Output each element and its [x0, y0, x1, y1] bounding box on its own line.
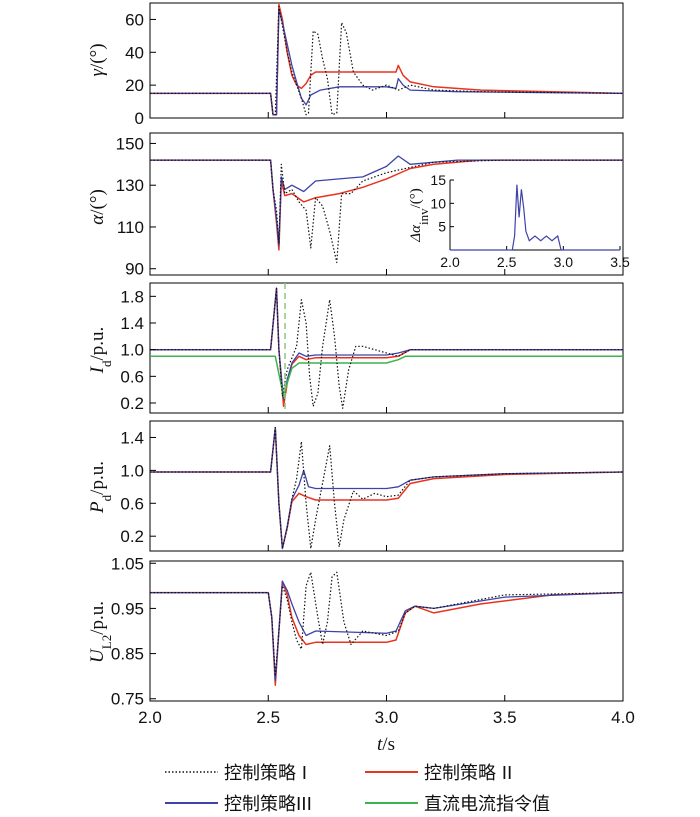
gamma-ytick-label: 40	[125, 43, 144, 62]
alpha-inset: 5 10 15 2.0 2.5 3.0 3.5 Δαinv/(°)	[408, 170, 630, 270]
pd-ytick-label: 1.4	[120, 428, 144, 447]
legend-s3-label: 控制策略III	[224, 794, 312, 815]
pd-series-s3	[150, 426, 623, 550]
id-series-s3	[150, 287, 623, 401]
ul2-ylabel: UL2/p.u.	[87, 601, 114, 663]
id-ytick-label: 0.2	[120, 394, 144, 413]
ul2-series-s3	[150, 580, 623, 682]
alpha-series-s1	[150, 159, 623, 264]
alpha-ytick-label: 130	[116, 176, 144, 195]
id-ytick-label: 1.8	[120, 287, 144, 306]
inset-xtick-label: 3.0	[554, 254, 574, 270]
inset-xtick-label: 2.5	[497, 254, 517, 270]
pd-ytick-label: 0.2	[120, 527, 144, 546]
inset-ytick-label: 10	[430, 195, 446, 211]
panel-ul2: 0.75 0.85 0.95 1.05 2.0 2.5 3.0 3.5 4.0 UL2/p.u…	[87, 554, 635, 727]
panel-alpha: 90 110 130 150 α/(°) 5 10 15 2.0 2.5 3.0 3.5 Δαin…	[87, 132, 630, 279]
gamma-ylabel: γ/(°)	[87, 43, 108, 76]
alpha-ytick-label: 90	[125, 260, 144, 279]
panel-id-frame	[149, 282, 624, 414]
alpha-series-s3	[150, 155, 623, 247]
x-tick-label: 4.0	[611, 708, 635, 727]
pd-ytick-label: 0.6	[120, 494, 144, 513]
panel-gamma: 0 20 40 60 γ/(°)	[87, 2, 624, 128]
x-axis-label: t/s	[377, 734, 395, 755]
alpha-ytick-label: 110	[117, 218, 144, 237]
panel-gamma-frame	[149, 2, 624, 119]
alpha-ylabel: α/(°)	[87, 189, 108, 225]
inset-xtick-label: 2.0	[440, 254, 460, 270]
id-series-s2	[150, 287, 623, 408]
alpha-ytick-label: 150	[116, 134, 144, 153]
ul2-series-s1	[150, 571, 623, 677]
inset-ytick-label: 15	[430, 172, 446, 188]
gamma-series-s3	[150, 8, 623, 116]
gamma-ytick-label: 60	[125, 10, 144, 29]
ul2-ytick-label: 0.95	[111, 599, 144, 618]
inset-ylabel: Δαinv/(°)	[408, 188, 431, 242]
id-series-cmd	[150, 355, 623, 398]
x-tick-label: 3.5	[493, 708, 517, 727]
gamma-ytick-label: 0	[135, 109, 144, 128]
inset-ytick-label: 5	[438, 219, 446, 235]
id-ytick-label: 1.4	[120, 314, 144, 333]
id-ytick-label: 1.0	[120, 341, 144, 360]
inset-xtick-label: 3.5	[610, 254, 630, 270]
pd-ytick-label: 1.0	[120, 461, 144, 480]
ul2-ytick-label: 0.85	[111, 645, 144, 664]
panel-pd: 0.2 0.6 1.0 1.4 Pd/p.u.	[87, 420, 624, 552]
legend-cmd-label: 直流电流指令值	[424, 794, 550, 815]
ul2-ytick-label: 1.05	[111, 554, 144, 573]
legend: 控制策略 I 控制策略 II 控制策略III 直流电流指令值	[165, 763, 550, 815]
panel-id: 0.2 0.6 1.0 1.4 1.8 Id/p.u.	[87, 282, 624, 414]
panel-pd-frame	[149, 420, 624, 552]
gamma-series-s2	[150, 3, 623, 116]
id-ytick-label: 0.6	[120, 367, 144, 386]
ul2-ytick-label: 0.75	[111, 690, 144, 709]
inset-series-s3	[450, 184, 620, 251]
pd-ylabel: Pd/p.u.	[87, 461, 114, 514]
gamma-ytick-label: 20	[125, 76, 144, 95]
id-series-s1	[150, 287, 623, 409]
id-ylabel: Id/p.u.	[87, 327, 114, 375]
x-tick-label: 3.0	[375, 708, 399, 727]
gamma-series-s1	[150, 5, 623, 116]
legend-s1-label: 控制策略 I	[224, 763, 307, 784]
x-tick-label: 2.5	[256, 708, 280, 727]
legend-s2-label: 控制策略 II	[424, 763, 512, 784]
x-tick-label: 2.0	[138, 708, 162, 727]
panel-ul2-frame	[149, 560, 624, 702]
ul2-series-s2	[150, 580, 623, 686]
